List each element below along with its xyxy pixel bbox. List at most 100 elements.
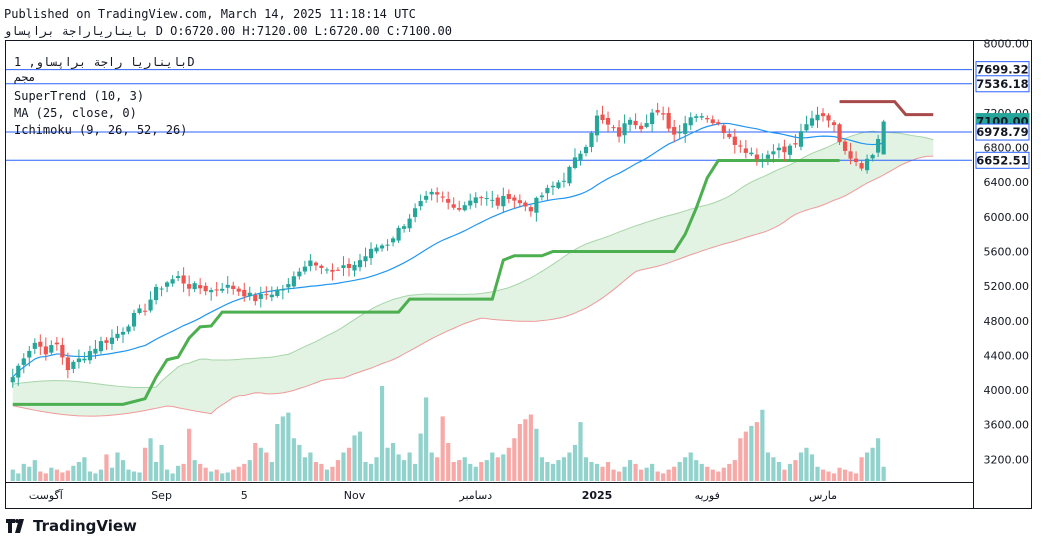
volume-bar — [131, 471, 137, 481]
x-tick-label: آگوست — [29, 488, 64, 502]
candle-body — [242, 289, 247, 297]
volume-bar — [269, 462, 274, 481]
candle-body — [131, 313, 137, 327]
candle-body — [402, 226, 407, 229]
volume-bar — [672, 466, 677, 481]
y-tick-label: 6400.00 — [984, 176, 1030, 189]
candle-body — [120, 331, 126, 335]
volume-bar — [446, 443, 451, 481]
candle-body — [126, 326, 131, 332]
supertrend-up-line — [12, 159, 840, 406]
candle-body — [815, 114, 820, 121]
volume-bar — [368, 463, 374, 481]
volume-bar — [82, 457, 87, 481]
price-badge-label: 7699.32 — [976, 63, 1028, 77]
volume-bar — [479, 462, 484, 481]
candles-layer — [10, 102, 886, 388]
candle-body — [253, 294, 258, 302]
candle-body — [264, 294, 269, 296]
volume-bar — [302, 457, 307, 481]
candle-body — [749, 152, 754, 155]
volume-bar — [137, 472, 142, 481]
volume-layer — [10, 386, 886, 481]
candle-body — [523, 202, 528, 207]
x-tick-label: فوریه — [695, 489, 720, 502]
volume-bar — [716, 471, 721, 481]
volume-bar — [242, 463, 247, 481]
candle-body — [826, 115, 831, 121]
candle-body — [495, 197, 500, 206]
price-badge-label: 6978.79 — [976, 125, 1028, 139]
candle-body — [545, 187, 550, 194]
x-tick-label: 2025 — [582, 489, 613, 502]
candle-body — [424, 195, 429, 200]
candle-body — [352, 264, 357, 271]
candle-body — [622, 123, 627, 136]
candle-body — [181, 275, 186, 284]
volume-bar — [424, 397, 429, 481]
candle-body — [220, 288, 225, 291]
volume-bar — [38, 471, 43, 481]
volume-bar — [324, 469, 330, 481]
volume-bar — [462, 457, 467, 481]
legend-ma: MA (25, close, 0) — [14, 106, 137, 120]
candle-body — [236, 288, 241, 292]
candle-body — [705, 118, 710, 120]
candle-body — [407, 218, 412, 229]
candle-body — [727, 133, 732, 138]
candle-body — [291, 276, 296, 287]
volume-bar — [760, 409, 765, 481]
candle-body — [418, 201, 423, 207]
legend-ichimoku: Ichimoku (9, 26, 52, 26) — [14, 123, 187, 137]
volume-bar — [876, 438, 881, 481]
volume-bar — [550, 463, 556, 481]
candle-body — [765, 154, 770, 159]
volume-bar — [589, 462, 594, 481]
tradingview-logo[interactable]: TradingView — [6, 517, 137, 535]
candle-body — [429, 191, 434, 195]
legend-symbol: بایناریا راجة براپساو, 1D — [14, 55, 195, 70]
candle-body — [776, 147, 782, 151]
volume-bar — [842, 469, 848, 481]
volume-bar — [187, 428, 192, 481]
volume-bar — [308, 452, 313, 481]
candle-body — [820, 113, 826, 117]
volume-bar — [390, 443, 396, 481]
volume-bar — [396, 454, 401, 481]
volume-bar — [594, 463, 600, 481]
y-tick-label: 5600.00 — [984, 245, 1030, 258]
candle-body — [771, 151, 776, 155]
volume-bar — [556, 460, 561, 481]
candle-body — [209, 290, 214, 293]
candle-body — [583, 146, 589, 154]
volume-bar — [776, 462, 782, 481]
volume-bar — [253, 443, 258, 481]
volume-bar — [49, 467, 54, 481]
candle-body — [627, 119, 633, 125]
brand-name: TradingView — [33, 517, 137, 535]
volume-bar — [859, 457, 864, 481]
candle-body — [661, 113, 666, 115]
candle-body — [148, 299, 153, 311]
candle-body — [539, 195, 544, 198]
candle-body — [27, 350, 32, 358]
volume-bar — [683, 457, 688, 481]
candle-body — [611, 127, 616, 129]
volume-bar — [484, 460, 489, 481]
volume-bar — [142, 447, 148, 481]
candle-body — [639, 125, 644, 130]
volume-bar — [765, 452, 770, 481]
volume-bar — [71, 465, 76, 481]
volume-bar — [203, 467, 208, 481]
volume-bar — [633, 463, 638, 481]
candle-body — [594, 115, 600, 136]
candle-body — [153, 286, 159, 301]
y-tick-label: 6800.00 — [984, 142, 1030, 155]
candle-body — [137, 308, 142, 313]
volume-bar — [440, 416, 445, 481]
volume-bar — [705, 466, 710, 481]
volume-bar — [236, 466, 241, 481]
candle-body — [732, 136, 737, 145]
